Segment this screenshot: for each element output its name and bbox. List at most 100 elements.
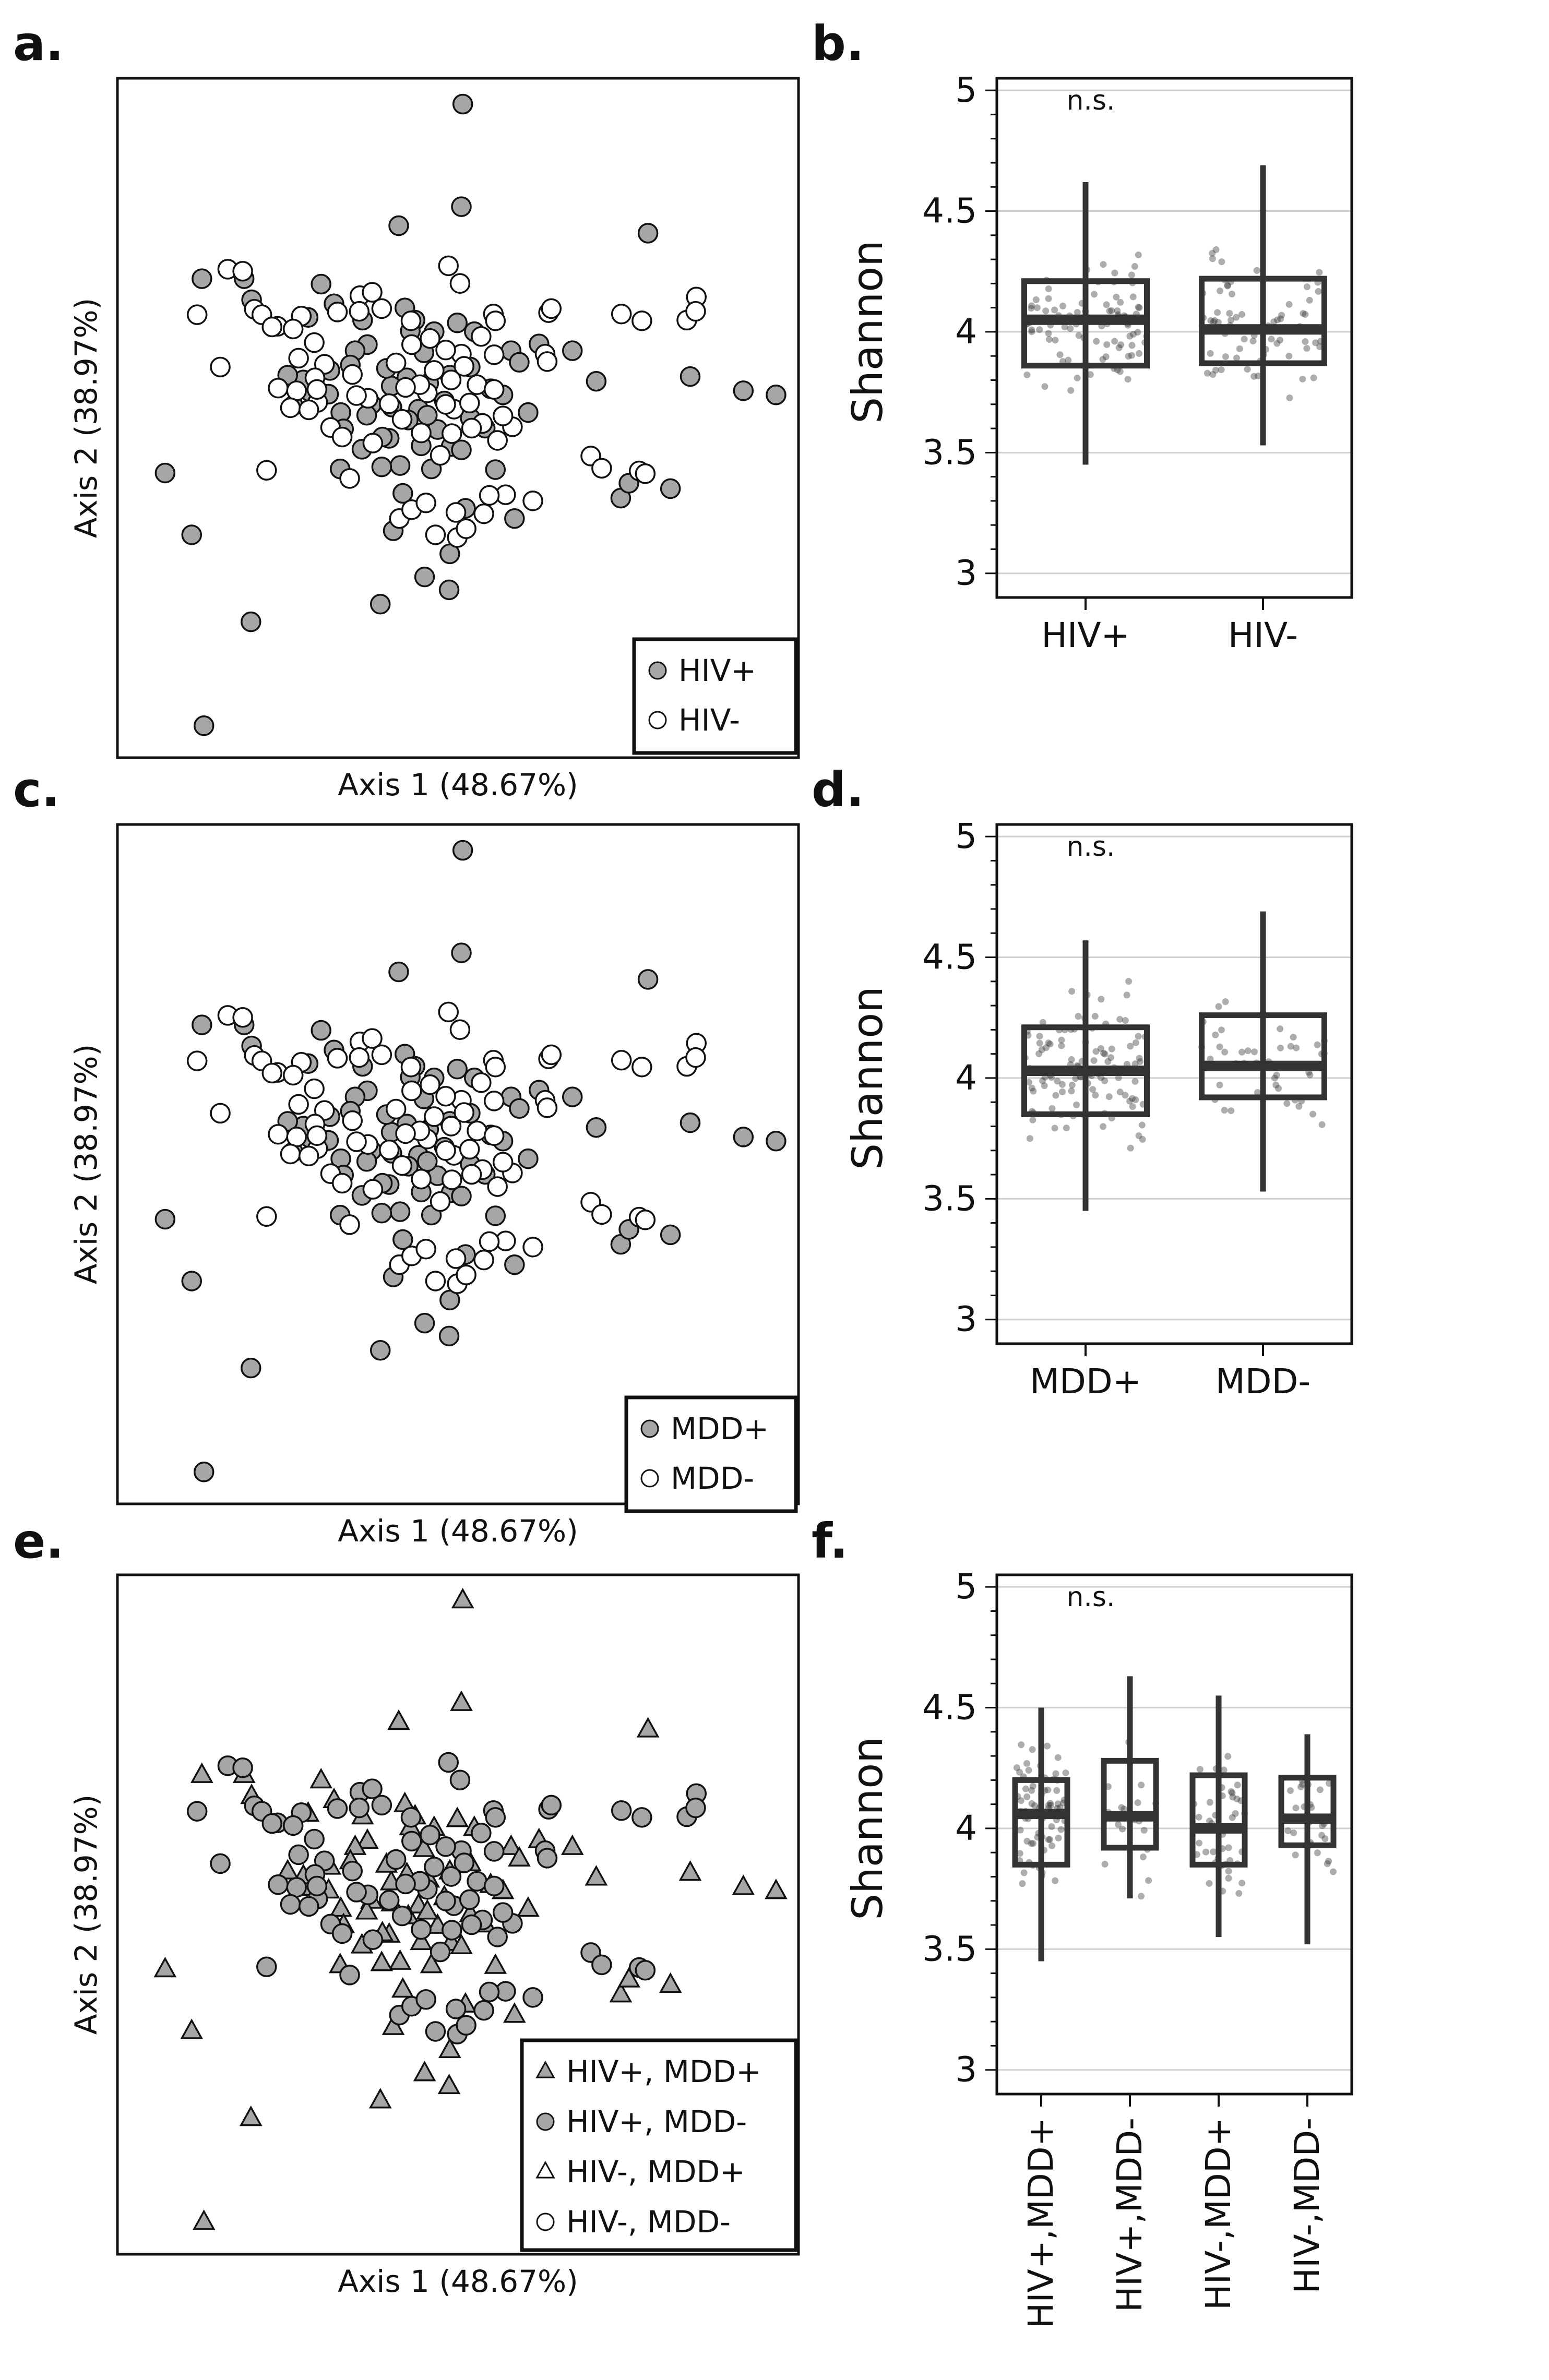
data-point [611, 1800, 632, 1821]
jitter-point [1293, 1044, 1300, 1051]
jitter-point [1028, 302, 1035, 309]
data-point [442, 1920, 462, 1941]
jitter-point [1090, 1057, 1098, 1064]
jitter-point [1091, 291, 1098, 298]
jitter-point [1233, 1795, 1241, 1802]
data-point [268, 1874, 289, 1895]
jitter-point [1270, 318, 1278, 326]
x-tick-label: MDD- [1216, 1361, 1310, 1402]
jitter-point [1022, 1785, 1029, 1792]
data-point [631, 1057, 652, 1078]
data-point [286, 1877, 307, 1898]
y-tick-label: 4.5 [922, 1688, 977, 1728]
data-point [452, 840, 473, 861]
y-tick-label: 5 [955, 816, 977, 856]
data-point [452, 93, 473, 115]
data-point [327, 1798, 348, 1819]
data-point [371, 298, 392, 319]
jitter-point [1087, 371, 1094, 378]
data-point [339, 468, 360, 489]
jitter-point [1093, 338, 1100, 345]
jitter-point [1111, 338, 1118, 345]
jitter-point [1204, 369, 1211, 377]
data-point [586, 370, 607, 392]
jitter-point [1277, 1044, 1284, 1051]
jitter-point [1114, 1821, 1122, 1828]
data-point [483, 1125, 505, 1146]
data-point [342, 1110, 363, 1131]
jitter-point [1028, 328, 1035, 336]
jitter-point [1052, 337, 1059, 344]
jitter-point [1067, 387, 1075, 394]
jitter-point [1196, 1766, 1204, 1773]
data-point [631, 1807, 652, 1828]
data-point [288, 1844, 309, 1865]
jitter-point [1233, 354, 1240, 362]
jitter-point [1118, 1804, 1125, 1811]
data-point [241, 611, 261, 632]
jitter-point [1028, 305, 1035, 312]
jitter-point [1039, 1077, 1046, 1084]
data-point [232, 261, 253, 282]
panel-label: f. [812, 1513, 848, 1569]
jitter-point [1138, 1781, 1145, 1789]
jitter-point [1126, 332, 1134, 340]
data-point [311, 273, 331, 295]
jitter-point [1285, 352, 1293, 360]
plot-frame [116, 823, 800, 1505]
jitter-point [1054, 1754, 1062, 1761]
jitter-point [1016, 1850, 1023, 1857]
data-point [451, 1186, 472, 1206]
data-point [518, 1148, 539, 1169]
jitter-point [1135, 251, 1142, 258]
data-point [391, 1905, 413, 1927]
jitter-point [1059, 302, 1066, 309]
jitter-point [1216, 1081, 1223, 1089]
data-point [400, 1807, 422, 1828]
data-point [485, 1057, 506, 1078]
data-point [473, 2000, 494, 2021]
jitter-point [1132, 1039, 1139, 1046]
jitter-point [1029, 1783, 1036, 1790]
jitter-point [1286, 1787, 1294, 1794]
data-point [660, 478, 681, 499]
jitter-point [1222, 998, 1229, 1006]
jitter-point [1302, 311, 1309, 318]
jitter-point [1297, 1783, 1305, 1790]
data-point [479, 1981, 500, 2003]
jitter-point [1137, 1058, 1144, 1065]
jitter-point [1113, 293, 1120, 301]
y-tick-label: 4 [955, 1808, 977, 1848]
data-point [591, 1204, 612, 1225]
jitter-point [1045, 330, 1052, 337]
data-point [420, 1074, 440, 1095]
jitter-point [1225, 1874, 1232, 1882]
data-point [362, 1179, 384, 1200]
data-point [370, 593, 391, 615]
data-point [586, 1117, 607, 1138]
y-axis-title: Axis 2 (38.97%) [68, 298, 104, 539]
data-point [733, 1127, 754, 1147]
jitter-point [1098, 996, 1105, 1003]
jitter-point [1046, 1800, 1054, 1807]
jitter-point [1273, 1071, 1280, 1079]
jitter-point [1132, 1096, 1139, 1104]
data-point [635, 1210, 656, 1230]
jitter-point [1229, 1789, 1236, 1797]
jitter-point [1108, 1045, 1115, 1053]
data-point [349, 301, 370, 322]
jitter-point [1228, 1107, 1235, 1115]
jitter-point [1250, 373, 1258, 380]
data-point [339, 1214, 360, 1235]
y-tick-label: 5 [955, 70, 977, 110]
data-point [617, 1967, 640, 1988]
data-point [282, 318, 304, 340]
jitter-point [1128, 352, 1135, 359]
jitter-point [1089, 1086, 1097, 1093]
jitter-point [1013, 1764, 1020, 1772]
box [1278, 1775, 1337, 1848]
data-point [487, 1176, 508, 1197]
jitter-point [1210, 1848, 1217, 1856]
jitter-point [1316, 1786, 1324, 1793]
data-point [378, 1889, 400, 1911]
